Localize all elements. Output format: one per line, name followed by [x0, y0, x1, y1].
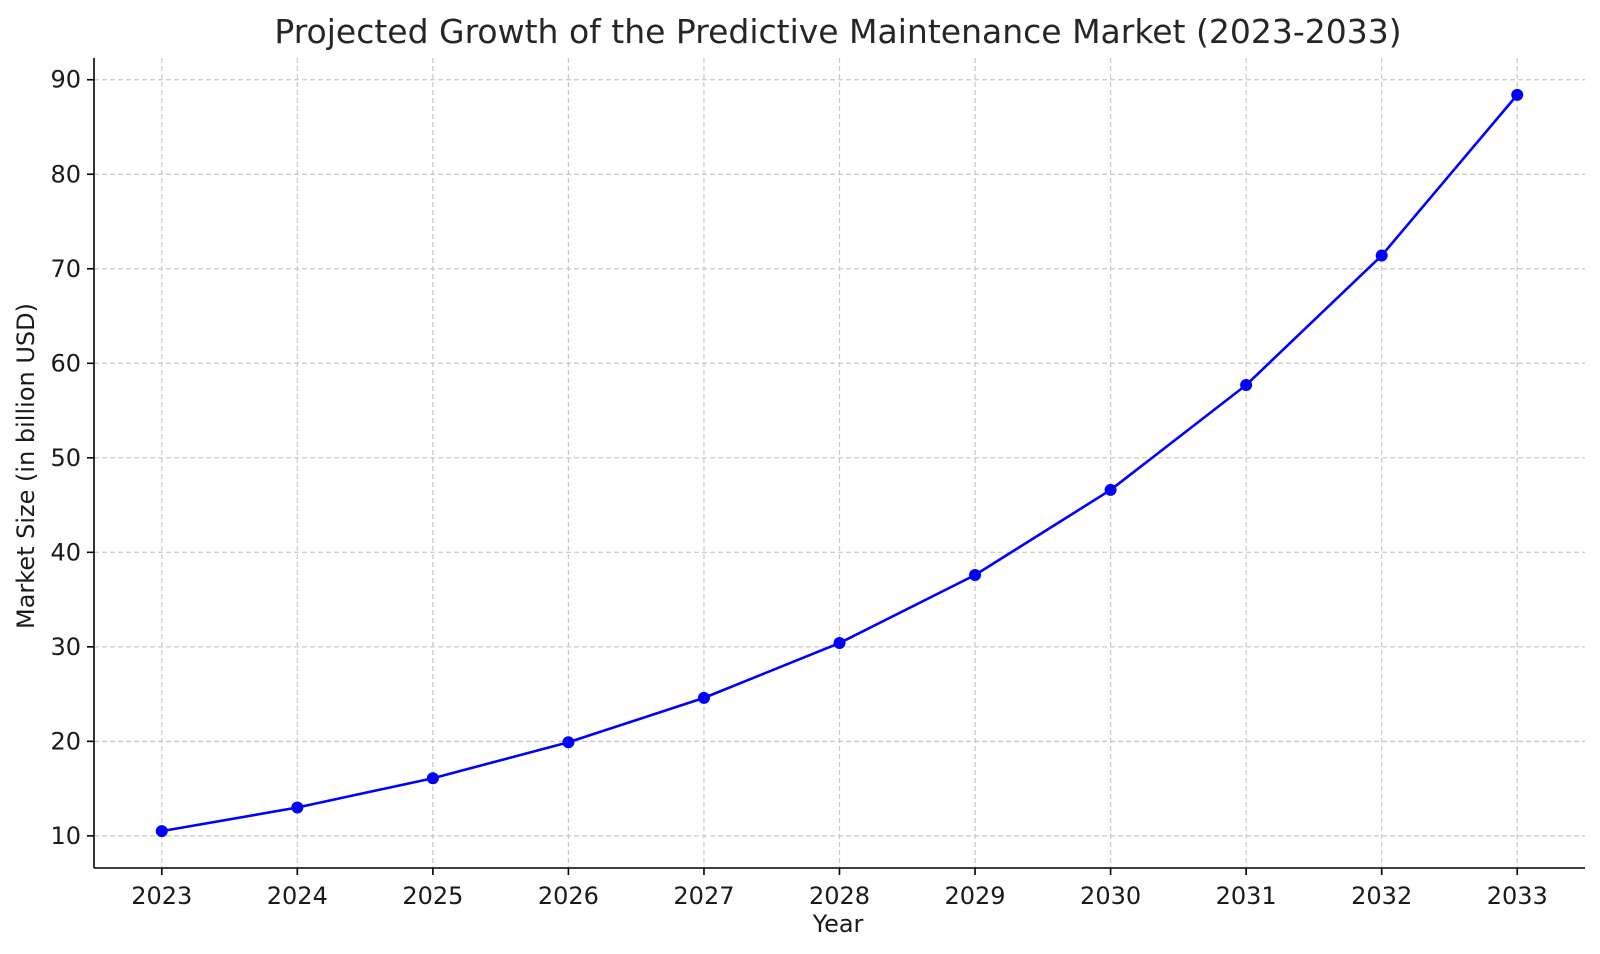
x-tick-label: 2027 — [673, 882, 734, 910]
data-point — [562, 736, 575, 749]
axes — [87, 58, 1585, 875]
x-tick-label: 2031 — [1216, 882, 1277, 910]
x-tick-label: 2032 — [1351, 882, 1412, 910]
data-point — [1104, 483, 1117, 496]
data-point — [1511, 88, 1524, 101]
data-point — [426, 772, 439, 785]
data-point — [697, 691, 710, 704]
y-tick-label: 10 — [50, 822, 81, 850]
tick-labels: 2023 2024 2025 2026 2027 2028 2029 2030 2031 2032… — [50, 66, 1547, 910]
y-tick-label: 60 — [50, 349, 81, 377]
x-tick-label: 2029 — [945, 882, 1006, 910]
y-tick-label: 40 — [50, 538, 81, 566]
y-tick-label: 70 — [50, 255, 81, 283]
y-tick-label: 90 — [50, 66, 81, 94]
series-layer — [155, 88, 1524, 838]
grid — [94, 58, 1585, 868]
x-tick-label: 2028 — [809, 882, 870, 910]
y-tick-label: 30 — [50, 633, 81, 661]
data-point — [969, 569, 982, 582]
x-tick-label: 2026 — [538, 882, 599, 910]
x-tick-label: 2033 — [1487, 882, 1548, 910]
x-tick-label: 2025 — [402, 882, 463, 910]
x-tick-label: 2024 — [267, 882, 328, 910]
data-point — [291, 801, 304, 814]
y-tick-label: 50 — [50, 444, 81, 472]
chart-title: Projected Growth of the Predictive Maint… — [274, 12, 1401, 51]
x-axis-label: Year — [812, 910, 864, 938]
data-point — [1240, 379, 1253, 392]
x-tick-label: 2030 — [1080, 882, 1141, 910]
y-axis-label: Market Size (in billion USD) — [12, 303, 40, 629]
x-tick-label: 2023 — [131, 882, 192, 910]
y-tick-label: 80 — [50, 160, 81, 188]
y-tick-label: 20 — [50, 727, 81, 755]
data-point — [833, 637, 846, 650]
data-point — [155, 825, 168, 838]
data-point — [1375, 249, 1388, 262]
